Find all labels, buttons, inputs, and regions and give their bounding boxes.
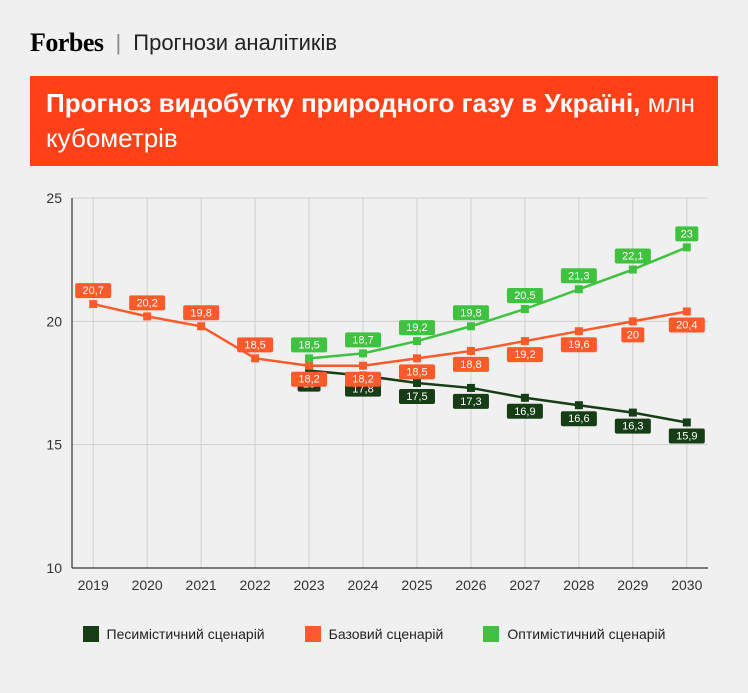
svg-text:2022: 2022 bbox=[240, 577, 271, 593]
svg-text:2024: 2024 bbox=[347, 577, 378, 593]
svg-text:18,2: 18,2 bbox=[352, 374, 373, 386]
legend-item-base: Базовий сценарій bbox=[305, 626, 444, 642]
legend-swatch bbox=[483, 626, 499, 642]
svg-text:15: 15 bbox=[46, 437, 62, 453]
svg-text:2019: 2019 bbox=[78, 577, 109, 593]
forbes-logo: Forbes bbox=[30, 28, 104, 58]
svg-text:18,2: 18,2 bbox=[298, 374, 319, 386]
svg-text:19,8: 19,8 bbox=[190, 307, 211, 319]
svg-text:16,9: 16,9 bbox=[514, 406, 535, 418]
legend-item-pessimistic: Песимістичний сценарій bbox=[83, 626, 265, 642]
svg-text:17,5: 17,5 bbox=[406, 391, 427, 403]
svg-text:16,6: 16,6 bbox=[568, 413, 589, 425]
legend-item-optimistic: Оптимістичний сценарій bbox=[483, 626, 665, 642]
svg-text:20,2: 20,2 bbox=[136, 298, 157, 310]
svg-text:2023: 2023 bbox=[293, 577, 324, 593]
svg-text:19,8: 19,8 bbox=[460, 307, 481, 319]
legend-label: Базовий сценарій bbox=[329, 626, 444, 642]
svg-text:2028: 2028 bbox=[563, 577, 594, 593]
svg-text:2027: 2027 bbox=[509, 577, 540, 593]
svg-text:2025: 2025 bbox=[401, 577, 432, 593]
svg-text:2021: 2021 bbox=[186, 577, 217, 593]
svg-text:23: 23 bbox=[681, 229, 693, 241]
title-bold: Прогноз видобутку природного газу в Укра… bbox=[46, 88, 640, 118]
svg-text:18,5: 18,5 bbox=[244, 340, 265, 352]
svg-text:10: 10 bbox=[46, 560, 62, 576]
svg-text:20: 20 bbox=[627, 330, 639, 342]
chart-svg: 1015202520192020202120222023202420252026… bbox=[30, 188, 718, 608]
svg-text:18,5: 18,5 bbox=[298, 340, 319, 352]
svg-text:19,2: 19,2 bbox=[514, 349, 535, 361]
divider: | bbox=[116, 30, 122, 56]
svg-text:18,8: 18,8 bbox=[460, 359, 481, 371]
svg-text:2030: 2030 bbox=[671, 577, 702, 593]
svg-text:21,3: 21,3 bbox=[568, 270, 589, 282]
svg-text:19,6: 19,6 bbox=[568, 339, 589, 351]
svg-text:25: 25 bbox=[46, 190, 62, 206]
svg-text:2029: 2029 bbox=[617, 577, 648, 593]
legend-label: Песимістичний сценарій bbox=[107, 626, 265, 642]
svg-text:2020: 2020 bbox=[132, 577, 163, 593]
header-subtitle: Прогнози аналітиків bbox=[133, 30, 337, 56]
svg-text:18,5: 18,5 bbox=[406, 367, 427, 379]
svg-text:18,7: 18,7 bbox=[352, 335, 373, 347]
line-chart: 1015202520192020202120222023202420252026… bbox=[30, 188, 718, 608]
header: Forbes | Прогнози аналітиків bbox=[30, 28, 718, 58]
legend-swatch bbox=[83, 626, 99, 642]
svg-text:19,2: 19,2 bbox=[406, 322, 427, 334]
chart-title: Прогноз видобутку природного газу в Укра… bbox=[30, 76, 718, 166]
svg-text:22,1: 22,1 bbox=[622, 251, 643, 263]
svg-text:16,3: 16,3 bbox=[622, 421, 643, 433]
svg-text:20,4: 20,4 bbox=[676, 320, 697, 332]
svg-text:20,5: 20,5 bbox=[514, 290, 535, 302]
svg-text:17,3: 17,3 bbox=[460, 396, 481, 408]
legend: Песимістичний сценарій Базовий сценарій … bbox=[30, 626, 718, 642]
legend-swatch bbox=[305, 626, 321, 642]
svg-text:20: 20 bbox=[46, 314, 62, 330]
svg-text:2026: 2026 bbox=[455, 577, 486, 593]
svg-text:15,9: 15,9 bbox=[676, 431, 697, 443]
svg-text:20,7: 20,7 bbox=[82, 285, 103, 297]
legend-label: Оптимістичний сценарій bbox=[507, 626, 665, 642]
